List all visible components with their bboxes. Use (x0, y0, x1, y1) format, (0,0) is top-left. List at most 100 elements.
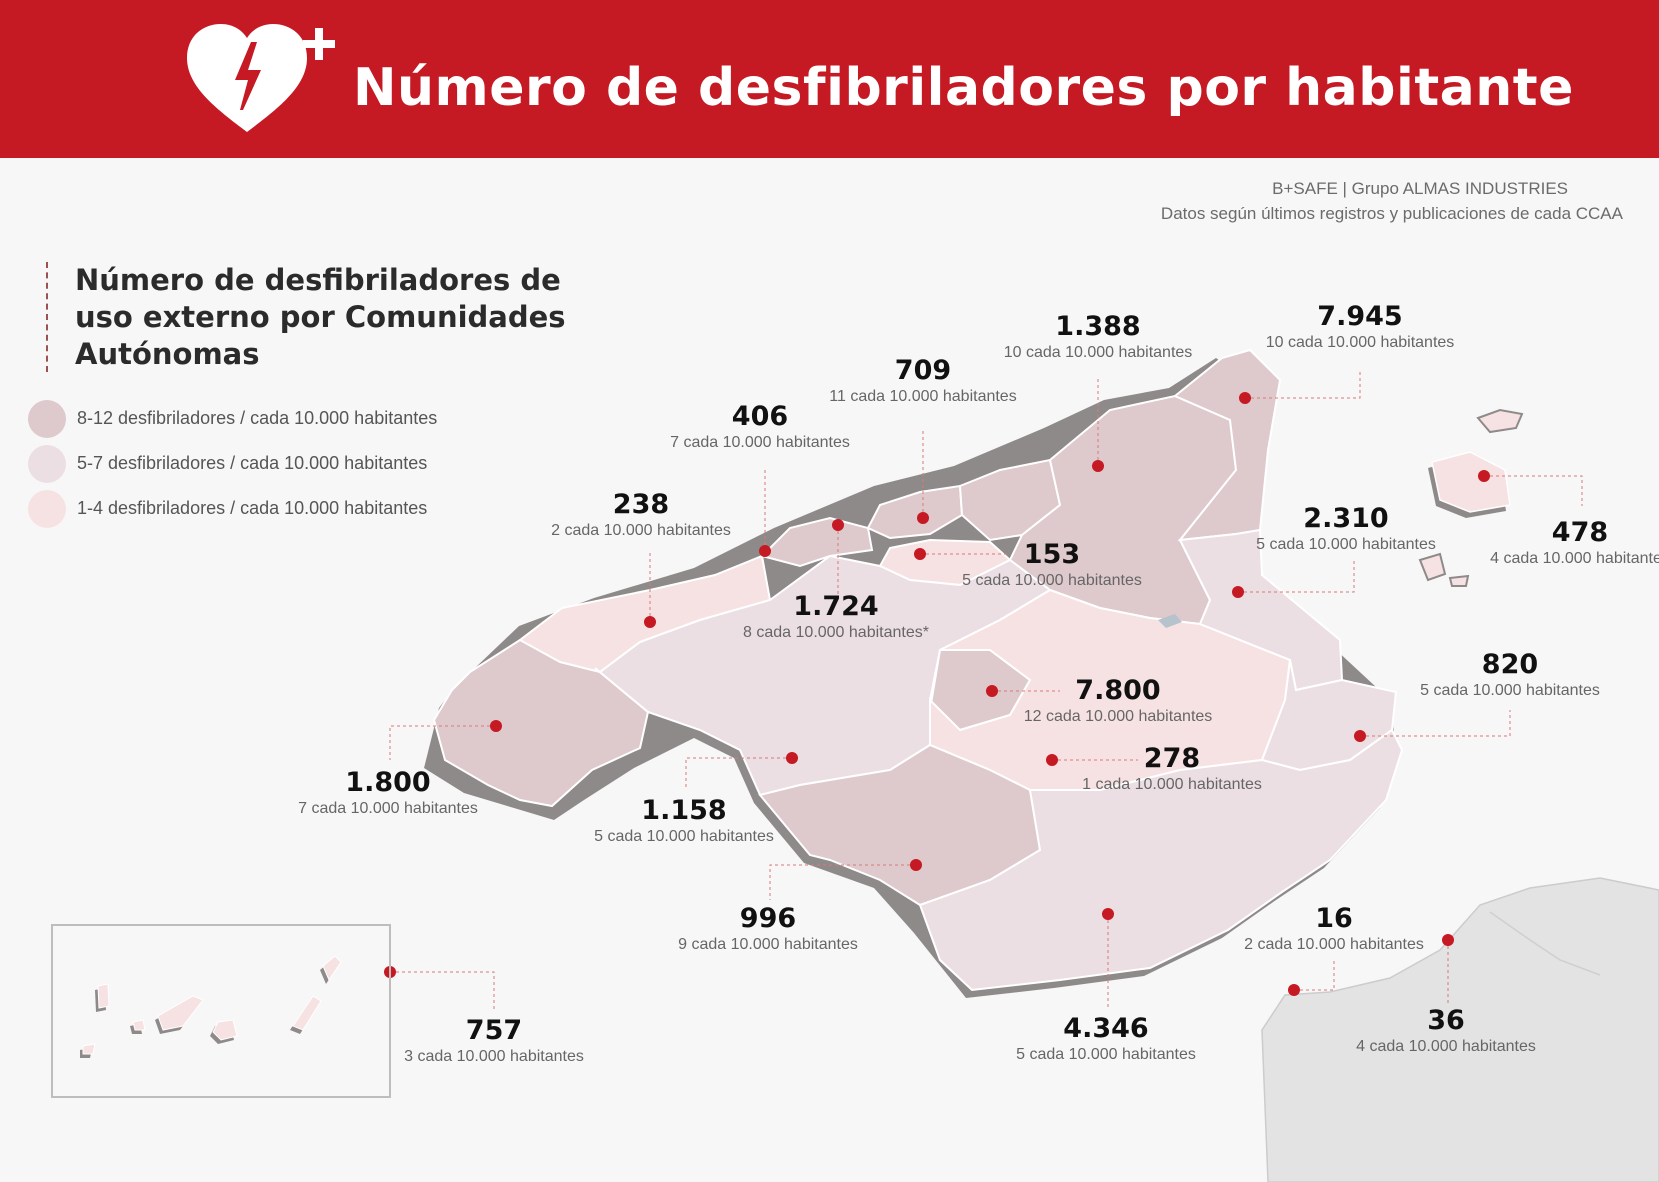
legend-label-mid: 5-7 desfibriladores / cada 10.000 habita… (77, 453, 428, 473)
rate-rioja: 5 cada 10.000 habitantes (962, 572, 1142, 589)
value-melilla: 36 (1427, 1005, 1465, 1036)
leader-canarias (390, 971, 495, 1010)
label-extremadura: 996 9 cada 10.000 habitantes (678, 904, 858, 956)
label-galicia: 1.800 7 cada 10.000 habitantes (298, 768, 478, 820)
label-rioja: 153 5 cada 10.000 habitantes (962, 540, 1142, 592)
island-fuerteventura (292, 995, 322, 1031)
marker-castilla-la-mancha (1046, 754, 1058, 766)
rate-baleares: 4 cada 10.000 habitantes (1490, 550, 1659, 567)
island-la-gomera (132, 1019, 146, 1031)
value-murcia: 820 (1481, 649, 1539, 680)
rate-catalonia: 10 cada 10.000 habitantes (1265, 334, 1455, 351)
label-castilla-la-mancha: 278 1 cada 10.000 habitantes (1082, 744, 1262, 796)
leader-murcia (1360, 710, 1511, 737)
label-madrid: 7.800 12 cada 10.000 habitantes (1024, 676, 1213, 728)
label-aragon: 1.388 10 cada 10.000 habitantes (1004, 312, 1193, 364)
region-andalucia (918, 728, 1404, 992)
value-ceuta: 16 (1315, 903, 1353, 934)
leader-ceuta (1294, 960, 1335, 991)
value-valencia: 2.310 (1303, 503, 1389, 534)
label-andalucia: 4.346 5 cada 10.000 habitantes (1016, 1014, 1196, 1066)
marker-aragon (1092, 460, 1104, 472)
value-madrid: 7.800 (1075, 675, 1161, 706)
rate-asturias: 2 cada 10.000 habitantes (551, 522, 731, 539)
legend-label-high: 8-12 desfibriladores / cada 10.000 habit… (77, 408, 438, 428)
value-galicia: 1.800 (345, 767, 431, 798)
rate-murcia: 5 cada 10.000 habitantes (1420, 682, 1600, 699)
africa-coast (1261, 877, 1659, 1182)
legend-label-low: 1-4 desfibriladores / cada 10.000 habita… (77, 498, 428, 518)
label-murcia: 820 5 cada 10.000 habitantes (1420, 650, 1600, 702)
value-canarias: 757 (465, 1015, 523, 1046)
marker-baleares (1478, 470, 1490, 482)
island-tenerife (157, 995, 204, 1031)
source-line-1: B+SAFE | Grupo ALMAS INDUSTRIES (1272, 179, 1568, 198)
value-cantabria: 1.724 (793, 591, 879, 622)
value-asturias: 238 (612, 489, 670, 520)
rate-aragon: 10 cada 10.000 habitantes (1003, 344, 1193, 361)
heart-defibrillator-icon (187, 24, 335, 132)
leader-extremadura (769, 864, 916, 900)
marker-rioja (914, 548, 926, 560)
value-catalonia: 7.945 (1317, 301, 1403, 332)
value-extremadura: 996 (739, 903, 797, 934)
value-navarra: 709 (894, 355, 952, 386)
region-cantabria (760, 516, 874, 568)
island-la-palma (97, 983, 110, 1009)
page-title: Número de desfibriladores por habitante (353, 58, 1574, 118)
rate-valencia: 5 cada 10.000 habitantes (1256, 536, 1436, 553)
source-note: B+SAFE | Grupo ALMAS INDUSTRIES Datos se… (1161, 176, 1623, 226)
island-gran-canaria (212, 1019, 238, 1041)
rate-extremadura: 9 cada 10.000 habitantes (678, 936, 858, 953)
marker-madrid (986, 685, 998, 697)
leader-baleares (1484, 475, 1583, 506)
island-mallorca (1431, 451, 1511, 513)
rate-galicia: 7 cada 10.000 habitantes (298, 800, 478, 817)
source-line-2: Datos según últimos registros y publicac… (1160, 204, 1623, 223)
island-formentera (1448, 574, 1470, 587)
value-basque: 406 (731, 401, 789, 432)
label-valencia: 2.310 5 cada 10.000 habitantes (1256, 504, 1436, 556)
rate-cantabria: 8 cada 10.000 habitantes* (743, 624, 929, 641)
label-baleares: 478 4 cada 10.000 habitantes (1490, 518, 1659, 570)
rate-madrid: 12 cada 10.000 habitantes (1023, 708, 1213, 725)
rate-castilla-la-mancha: 1 cada 10.000 habitantes (1082, 776, 1262, 793)
value-aragon: 1.388 (1055, 311, 1141, 342)
label-asturias: 238 2 cada 10.000 habitantes (551, 490, 731, 542)
rate-ceuta: 2 cada 10.000 habitantes (1244, 936, 1424, 953)
rate-canarias: 3 cada 10.000 habitantes (404, 1048, 584, 1065)
label-ceuta: 16 2 cada 10.000 habitantes (1244, 904, 1424, 956)
canary-islands-map (80, 955, 342, 1058)
island-ibiza (1418, 552, 1447, 582)
leader-galicia (389, 725, 496, 760)
canary-islands-inset (51, 924, 391, 1098)
leader-castilla-leon (685, 757, 792, 790)
marker-galicia (490, 720, 502, 732)
marker-catalonia (1239, 392, 1251, 404)
rate-melilla: 4 cada 10.000 habitantes (1356, 1038, 1536, 1055)
value-castilla-leon: 1.158 (641, 795, 727, 826)
lake (1158, 614, 1182, 628)
marker-valencia (1232, 586, 1244, 598)
leader-valencia (1238, 560, 1355, 593)
africa-border (1489, 911, 1601, 976)
value-rioja: 153 (1023, 539, 1081, 570)
marker-andalucia (1102, 908, 1114, 920)
rate-andalucia: 5 cada 10.000 habitantes (1016, 1046, 1196, 1063)
label-catalonia: 7.945 10 cada 10.000 habitantes (1266, 302, 1455, 354)
value-andalucia: 4.346 (1063, 1013, 1149, 1044)
marker-melilla (1442, 934, 1454, 946)
markers (384, 392, 1490, 996)
label-canarias: 757 3 cada 10.000 habitantes (404, 1016, 584, 1068)
legend-swatch-mid (28, 445, 66, 483)
island-el-hierro (82, 1043, 96, 1055)
marker-ceuta (1288, 984, 1300, 996)
marker-castilla-leon (786, 752, 798, 764)
subtitle: Número de desfibriladores de uso externo… (75, 263, 566, 371)
marker-navarra (917, 512, 929, 524)
marker-murcia (1354, 730, 1366, 742)
legend-swatch-high (28, 400, 66, 438)
island-menorca (1476, 408, 1524, 434)
label-navarra: 709 11 cada 10.000 habitantes (829, 356, 1016, 408)
island-lanzarote (322, 955, 342, 982)
